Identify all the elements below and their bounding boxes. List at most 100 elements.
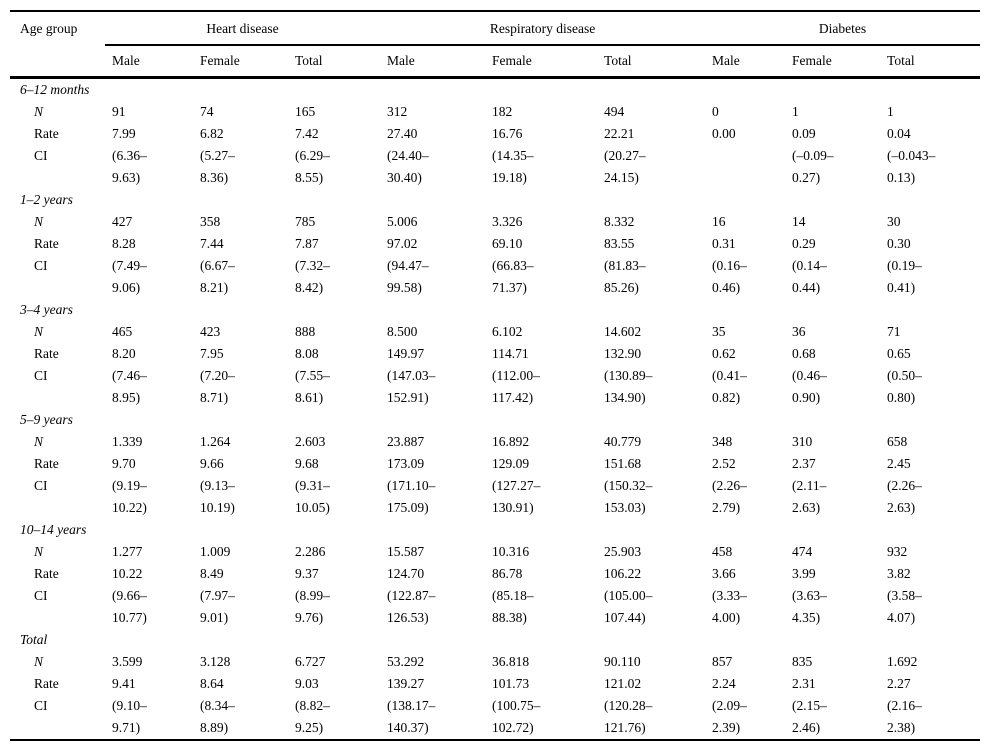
- n-value-cell: 2.603: [295, 434, 326, 449]
- n-value-cell: 35: [712, 324, 726, 339]
- ci-value-cell: (6.67– 8.21): [200, 258, 235, 295]
- n-value-cell: 90.110: [604, 654, 641, 669]
- ci-value-cell: (14.35– 19.18): [492, 148, 534, 185]
- ci-row: CI (7.49– 9.06) (6.67– 8.21) (7.32– 8.42) (9…: [10, 255, 980, 299]
- ci-value-cell: (2.09– 2.39): [712, 698, 747, 735]
- ci-value-cell: (120.28– 121.76): [604, 698, 653, 735]
- rate-value-cell: 3.82: [887, 566, 911, 581]
- stat-label-n: N: [34, 104, 44, 119]
- ci-value-cell: (85.18– 88.38): [492, 588, 534, 625]
- rate-value-cell: 6.82: [200, 126, 224, 141]
- n-value-cell: 36: [792, 324, 806, 339]
- rate-value-cell: 114.71: [492, 346, 529, 361]
- stat-label-ci: CI: [34, 588, 48, 603]
- rate-value-cell: 106.22: [604, 566, 642, 581]
- ci-value-cell: (7.49– 9.06): [112, 258, 147, 295]
- age-group-row: 5–9 years: [10, 409, 980, 431]
- rate-value-cell: 9.66: [200, 456, 224, 471]
- ci-value-cell: (147.03– 152.91): [387, 368, 436, 405]
- ci-row: CI (7.46– 8.95) (7.20– 8.71) (7.55– 8.61) (1…: [10, 365, 980, 409]
- rate-value-cell: 3.66: [712, 566, 736, 581]
- stat-label-rate: Rate: [34, 346, 59, 361]
- n-value-cell: 358: [200, 214, 221, 229]
- rate-value-cell: 7.99: [112, 126, 136, 141]
- ci-value-cell: (24.40– 30.40): [387, 148, 429, 185]
- rate-value-cell: 132.90: [604, 346, 642, 361]
- disease-group-header-row: Age group Heart disease Respiratory dise…: [10, 11, 981, 79]
- ci-value-cell: (94.47– 99.58): [387, 258, 429, 295]
- ci-value-cell: (2.15– 2.46): [792, 698, 827, 735]
- n-value-cell: 857: [712, 654, 733, 669]
- ci-value-cell: (130.89– 134.90): [604, 368, 653, 405]
- ci-value-cell: (9.13– 10.19): [200, 478, 235, 515]
- n-value-cell: 5.006: [387, 214, 418, 229]
- rate-value-cell: 8.28: [112, 236, 136, 251]
- n-value-cell: 1.339: [112, 434, 143, 449]
- rate-value-cell: 83.55: [604, 236, 635, 251]
- n-value-cell: 2.286: [295, 544, 326, 559]
- n-value-cell: 3.326: [492, 214, 523, 229]
- stat-label-ci: CI: [34, 258, 48, 273]
- stat-label-n: N: [34, 544, 44, 559]
- n-value-cell: 888: [295, 324, 316, 339]
- ci-value-cell: (7.55– 8.61): [295, 368, 330, 405]
- n-value-cell: 40.779: [604, 434, 642, 449]
- ci-value-cell: (138.17– 140.37): [387, 698, 436, 735]
- age-group-column-header: Age group: [10, 11, 105, 79]
- ci-value-cell: (105.00– 107.44): [604, 588, 653, 625]
- rate-value-cell: 0.29: [792, 236, 816, 251]
- rate-value-cell: 97.02: [387, 236, 418, 251]
- rate-row: Rate 9.41 8.64 9.03 139.27 101.73 121.02 2.24 2.…: [10, 673, 980, 695]
- rate-value-cell: 7.87: [295, 236, 319, 251]
- table-header: Age group Heart disease Respiratory dise…: [10, 11, 981, 79]
- age-group-row: 6–12 months: [10, 78, 980, 102]
- stat-label-n: N: [34, 214, 44, 229]
- n-value-cell: 0: [712, 104, 719, 119]
- n-row: N 465 423 888 8.500 6.102 14.602 35 36 71: [10, 321, 980, 343]
- ci-value-cell: (9.10– 9.71): [112, 698, 147, 735]
- n-value-cell: 658: [887, 434, 908, 449]
- n-value-cell: 1.692: [887, 654, 918, 669]
- age-group-row: 1–2 years: [10, 189, 980, 211]
- ci-value-cell: (3.58– 4.07): [887, 588, 922, 625]
- rate-value-cell: 129.09: [492, 456, 530, 471]
- age-group-row: 3–4 years: [10, 299, 980, 321]
- ci-value-cell: (0.46– 0.90): [792, 368, 827, 405]
- stat-label-ci: CI: [34, 368, 48, 383]
- ci-value-cell: (66.83– 71.37): [492, 258, 534, 295]
- ci-value-cell: (5.27– 8.36): [200, 148, 235, 185]
- rate-value-cell: 9.68: [295, 456, 319, 471]
- n-value-cell: 14: [792, 214, 806, 229]
- rate-value-cell: 0.62: [712, 346, 736, 361]
- rate-value-cell: 149.97: [387, 346, 425, 361]
- ci-value-cell: (20.27– 24.15): [604, 148, 646, 185]
- heart-disease-header: Heart disease: [105, 11, 381, 46]
- rate-value-cell: 10.22: [112, 566, 143, 581]
- n-value-cell: 165: [295, 104, 316, 119]
- stat-label-ci: CI: [34, 148, 48, 163]
- age-group-label: 3–4 years: [20, 302, 73, 317]
- rate-row: Rate 7.99 6.82 7.42 27.40 16.76 22.21 0.00 0.09 0…: [10, 123, 980, 145]
- ci-value-cell: (7.20– 8.71): [200, 368, 235, 405]
- ci-value-cell: (8.82– 9.25): [295, 698, 330, 735]
- n-value-cell: 14.602: [604, 324, 642, 339]
- stat-label-rate: Rate: [34, 676, 59, 691]
- subheader-male: Male: [380, 45, 486, 79]
- rate-value-cell: 0.09: [792, 126, 816, 141]
- n-value-cell: 785: [295, 214, 316, 229]
- ci-row: CI (9.19– 10.22) (9.13– 10.19) (9.31– 10.05…: [10, 475, 980, 519]
- rate-value-cell: 7.42: [295, 126, 319, 141]
- n-value-cell: 15.587: [387, 544, 425, 559]
- stat-label-n: N: [34, 324, 44, 339]
- rate-value-cell: 2.45: [887, 456, 911, 471]
- rate-value-cell: 22.21: [604, 126, 635, 141]
- ci-value-cell: (–0.09– 0.27): [792, 148, 834, 185]
- ci-value-cell: (9.66– 10.77): [112, 588, 147, 625]
- ci-value-cell: (8.34– 8.89): [200, 698, 235, 735]
- ci-value-cell: (0.14– 0.44): [792, 258, 827, 295]
- ci-value-cell: (100.75– 102.72): [492, 698, 541, 735]
- ci-value-cell: (9.31– 10.05): [295, 478, 330, 515]
- rate-value-cell: 124.70: [387, 566, 425, 581]
- rate-row: Rate 8.28 7.44 7.87 97.02 69.10 83.55 0.31 0.29 0…: [10, 233, 980, 255]
- ci-value-cell: (8.99– 9.76): [295, 588, 330, 625]
